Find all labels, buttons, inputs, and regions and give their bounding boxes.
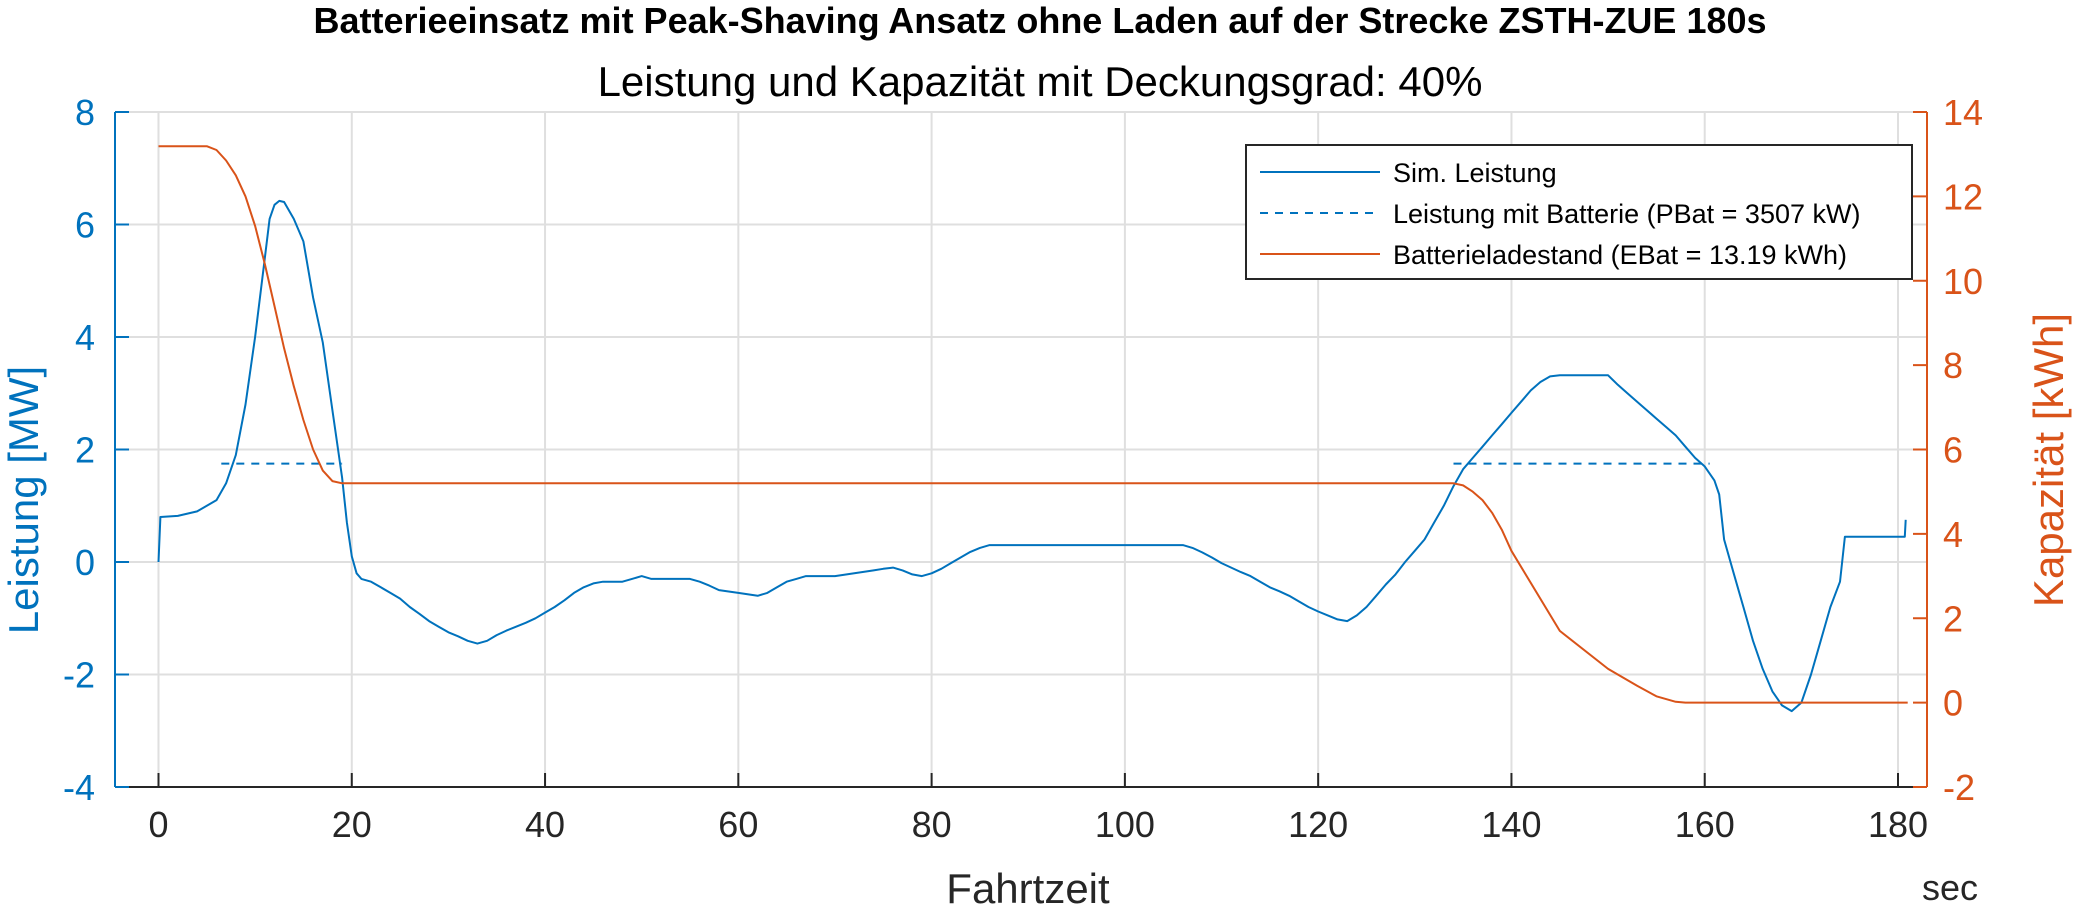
y-left-tick-label-2: 2	[75, 430, 95, 471]
x-tick-label-20: 20	[332, 804, 372, 845]
x-tick-label-0: 0	[148, 804, 168, 845]
chart-subtitle: Leistung und Kapazität mit Deckungsgrad:…	[598, 58, 1483, 105]
x-tick-label-120: 120	[1288, 804, 1348, 845]
legend: Sim. Leistung Leistung mit Batterie (PBa…	[1245, 144, 1913, 280]
y-right-tick-label-2: 2	[1943, 598, 1963, 639]
legend-label-leistung-batterie: Leistung mit Batterie (PBat = 3507 kW)	[1393, 199, 1860, 229]
y-right-tick-label-10: 10	[1943, 261, 1983, 302]
y-right-tick-label-0: 0	[1943, 683, 1963, 724]
x-tick-label-80: 80	[912, 804, 952, 845]
legend-label-sim-leistung: Sim. Leistung	[1393, 158, 1557, 188]
x-axis-unit: sec	[1922, 867, 1978, 908]
y-right-tick-label-12: 12	[1943, 176, 1983, 217]
y-right-tick-label-6: 6	[1943, 430, 1963, 471]
x-tick-label-160: 160	[1675, 804, 1735, 845]
x-axis-label: Fahrtzeit	[946, 865, 1110, 910]
y-right-tick-label--2: -2	[1943, 767, 1975, 808]
legend-label-batterieladestand: Batterieladestand (EBat = 13.19 kWh)	[1393, 240, 1847, 270]
y-right-tick-label-4: 4	[1943, 514, 1963, 555]
x-tick-label-140: 140	[1481, 804, 1541, 845]
y-right-tick-label-14: 14	[1943, 92, 1983, 133]
axes: 0 20 40 60 80 100 120 140 160 180 -4 -2 0 2 4 6 8 -2 0 2 4 6 8…	[63, 92, 1983, 845]
series-0-line	[157, 199, 1907, 713]
chart-title: Batterieeinsatz mit Peak-Shaving Ansatz …	[313, 0, 1766, 41]
y-left-tick-label-6: 6	[75, 205, 95, 246]
y-left-tick-label--4: -4	[63, 767, 95, 808]
series-2-line	[158, 145, 1908, 704]
y-axis-left-label: Leistung [MW]	[0, 366, 47, 634]
x-tick-label-40: 40	[525, 804, 565, 845]
x-tick-label-100: 100	[1095, 804, 1155, 845]
y-left-tick-label--2: -2	[63, 655, 95, 696]
y-left-tick-label-8: 8	[75, 92, 95, 133]
y-axis-right-label: Kapazität [kWh]	[2025, 313, 2072, 607]
y-right-tick-label-8: 8	[1943, 345, 1963, 386]
plot-lines	[157, 145, 1908, 713]
x-tick-label-180: 180	[1868, 804, 1928, 845]
y-left-tick-label-0: 0	[75, 542, 95, 583]
x-tick-label-60: 60	[718, 804, 758, 845]
y-left-tick-label-4: 4	[75, 317, 95, 358]
